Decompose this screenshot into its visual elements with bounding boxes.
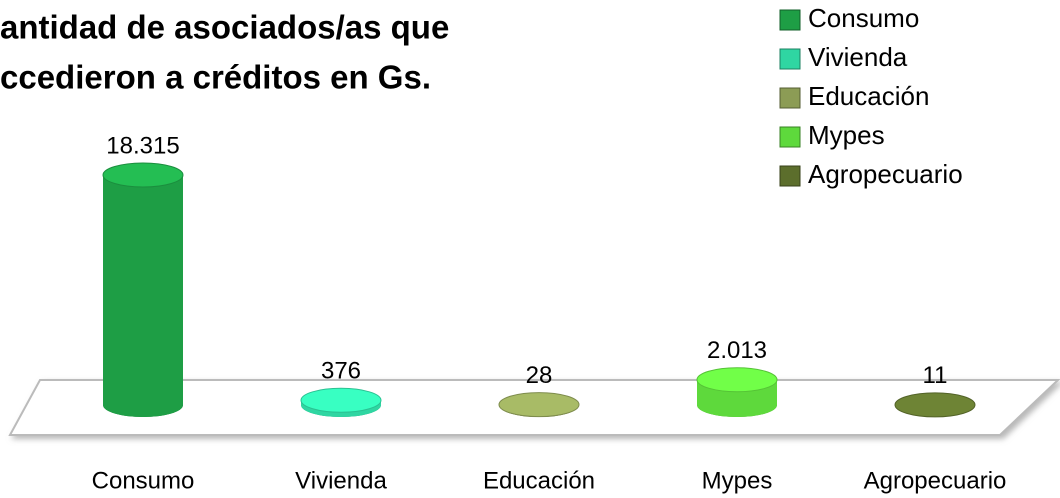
value-label: 11	[923, 362, 948, 389]
bar-top	[894, 392, 976, 418]
legend-swatch	[779, 126, 801, 148]
legend-label: Consumo	[808, 3, 919, 33]
legend-label: Educación	[808, 81, 929, 111]
legend-label: Mypes	[808, 120, 885, 150]
x-tick-label: Educación	[483, 467, 595, 494]
value-label: 18.315	[106, 132, 179, 159]
legend-label: Vivienda	[808, 42, 908, 72]
value-label: 376	[321, 358, 361, 385]
chart-title: antidad de asociados/as que	[0, 9, 449, 46]
x-tick-label: Consumo	[92, 467, 195, 494]
value-label: 28	[526, 362, 553, 389]
value-label: 2.013	[707, 337, 767, 364]
x-tick-label: Vivienda	[295, 467, 387, 494]
bar-top	[102, 162, 184, 188]
legend-label: Agropecuario	[808, 159, 963, 189]
x-tick-label: Mypes	[702, 467, 773, 494]
chart-title: ccedieron a créditos en Gs.	[0, 59, 431, 96]
legend-swatch	[779, 9, 801, 31]
legend-swatch	[779, 48, 801, 70]
bar	[103, 175, 183, 417]
bar-top	[300, 387, 382, 413]
bar-top	[696, 367, 778, 393]
bar-top	[498, 392, 580, 418]
legend-swatch	[779, 165, 801, 187]
legend-swatch	[779, 87, 801, 109]
x-tick-label: Agropecuario	[864, 467, 1007, 494]
